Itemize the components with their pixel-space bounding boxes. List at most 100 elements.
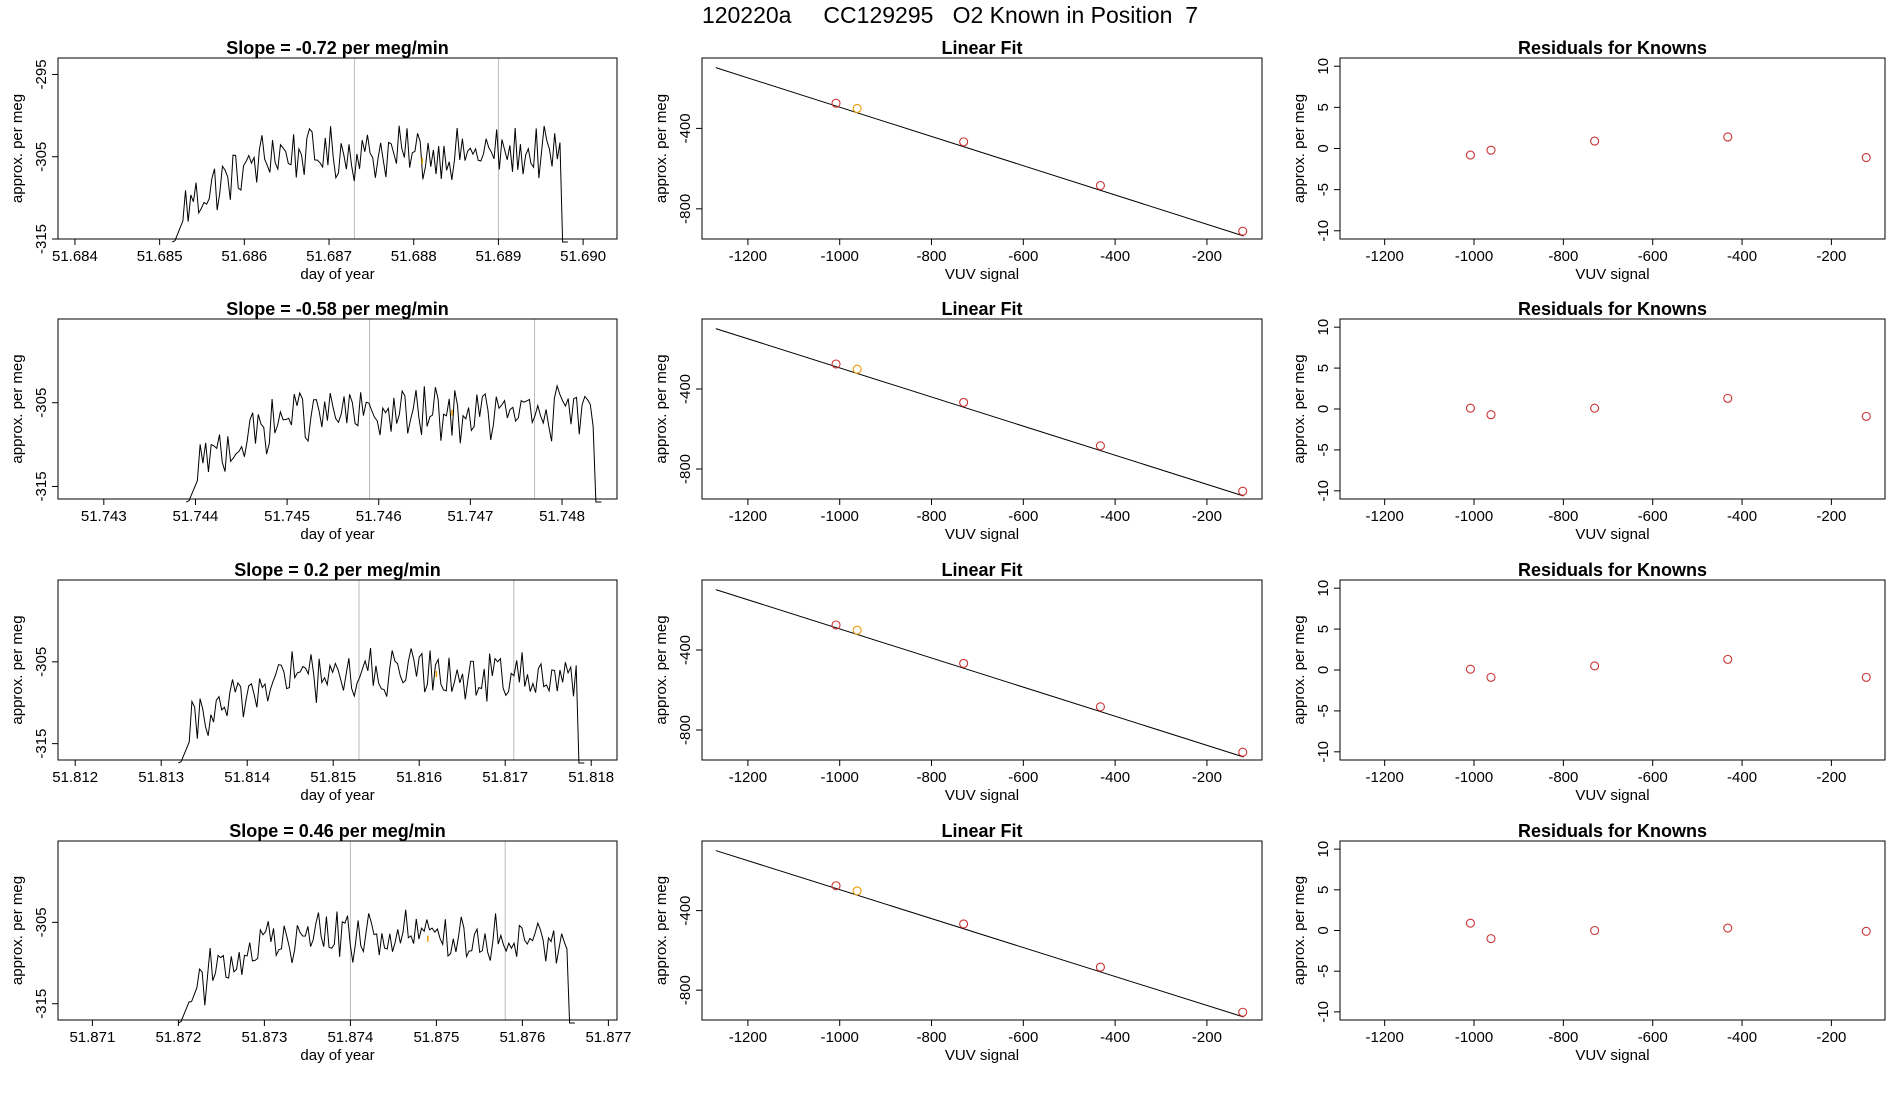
- y-tick-label: -315: [33, 989, 50, 1019]
- x-tick-label: -800: [1548, 1029, 1578, 1046]
- plot-frame: [701, 579, 1263, 761]
- plot-frame: [1339, 840, 1886, 1021]
- x-tick-label: -800: [916, 1029, 946, 1046]
- linear_fit-panel-row1: Linear Fit -1200 -1000 -800 -600 -400 -200 -400…: [653, 38, 1263, 283]
- x-tick-label: 51.818: [568, 769, 614, 786]
- panel-title: Linear Fit: [941, 38, 1022, 58]
- linear_fit-panel-row2: Linear Fit -1200 -1000 -800 -600 -400 -200 -400…: [653, 299, 1263, 543]
- x-tick-label: 51.873: [241, 1029, 287, 1046]
- y-tick-label: -400: [677, 635, 694, 665]
- data-point: [959, 397, 969, 407]
- x-tick-label: -800: [916, 248, 946, 265]
- residuals-panel-row3: Residuals for Knowns -1200 -1000 -800 -600 -4…: [1291, 560, 1886, 804]
- y-tick-label: 0: [1315, 666, 1332, 674]
- y-tick-label: 10: [1315, 319, 1332, 336]
- data-point: [1238, 1007, 1248, 1017]
- x-tick-label: -800: [916, 769, 946, 786]
- panel-title: Residuals for Knowns: [1518, 560, 1707, 580]
- x-tick-label: -1000: [821, 1029, 859, 1046]
- y-tick-label: -305: [33, 907, 50, 937]
- panel-title: Linear Fit: [941, 560, 1022, 580]
- x-tick-label: -400: [1727, 769, 1757, 786]
- fit-line: [715, 67, 1244, 237]
- x-tick-label: 51.877: [585, 1029, 631, 1046]
- data-point: [852, 625, 862, 635]
- x-tick-label: 51.685: [137, 248, 183, 265]
- x-axis-label: day of year: [300, 526, 374, 543]
- data-point: [1590, 925, 1600, 936]
- x-tick-label: 51.876: [499, 1029, 545, 1046]
- data-point: [852, 364, 862, 374]
- x-tick-label: -600: [1008, 508, 1038, 525]
- x-tick-label: 51.817: [482, 769, 528, 786]
- y-axis-label: approx. per meg: [653, 876, 670, 985]
- x-axis-label: VUV signal: [945, 787, 1019, 804]
- y-tick-label: -800: [677, 454, 694, 484]
- residuals-panel-row1: Residuals for Knowns -1200 -1000 -800 -600 -4…: [1291, 38, 1886, 283]
- x-tick-label: 51.748: [539, 508, 585, 525]
- x-tick-label: -1200: [1365, 769, 1403, 786]
- y-axis-label: approx. per meg: [653, 94, 670, 203]
- x-tick-label: -200: [1192, 248, 1222, 265]
- x-tick-label: 51.813: [138, 769, 184, 786]
- y-tick-label: -5: [1315, 965, 1332, 978]
- y-tick-label: -10: [1315, 741, 1332, 763]
- timeseries-panel-row1: Slope = -0.72 per meg/min 51.684 51.685 51.…: [9, 38, 618, 283]
- x-tick-label: -1200: [1365, 508, 1403, 525]
- panel-title: Linear Fit: [941, 299, 1022, 319]
- x-tick-label: 51.744: [173, 508, 219, 525]
- x-axis-label: VUV signal: [945, 1047, 1019, 1064]
- x-tick-label: -600: [1638, 248, 1668, 265]
- x-tick-label: 51.747: [447, 508, 493, 525]
- x-axis-label: VUV signal: [1575, 1047, 1649, 1064]
- data-point: [1723, 654, 1733, 664]
- timeseries-panel-row4: Slope = 0.46 per meg/min 51.871 51.872 51.8…: [9, 821, 631, 1064]
- y-tick-label: 0: [1315, 144, 1332, 152]
- data-point: [1465, 664, 1475, 674]
- y-axis-label: approx. per meg: [9, 876, 26, 985]
- y-axis-label: approx. per meg: [1291, 94, 1308, 203]
- data-point: [1095, 441, 1105, 451]
- y-axis-label: approx. per meg: [1291, 354, 1308, 463]
- x-tick-label: 51.690: [560, 248, 606, 265]
- data-point: [959, 919, 969, 929]
- y-tick-label: 0: [1315, 926, 1332, 934]
- x-axis-label: day of year: [300, 787, 374, 804]
- fit-line: [715, 328, 1244, 497]
- data-point: [1238, 747, 1248, 757]
- data-point: [1095, 962, 1105, 972]
- data-point: [1486, 934, 1496, 944]
- x-tick-label: -1000: [821, 248, 859, 265]
- data-point: [831, 359, 841, 369]
- residuals-panel-row4: Residuals for Knowns -1200 -1000 -800 -600 -4…: [1291, 821, 1886, 1064]
- x-tick-label: -400: [1100, 508, 1130, 525]
- x-tick-label: -1200: [1365, 1029, 1403, 1046]
- x-tick-label: -1000: [821, 508, 859, 525]
- x-tick-label: 51.872: [155, 1029, 201, 1046]
- y-tick-label: -305: [33, 388, 50, 418]
- panel-title: Residuals for Knowns: [1518, 299, 1707, 319]
- x-tick-label: -1000: [1455, 508, 1493, 525]
- data-point: [1465, 403, 1475, 413]
- y-tick-label: -315: [33, 224, 50, 254]
- x-tick-label: -200: [1192, 1029, 1222, 1046]
- data-point: [1238, 486, 1248, 496]
- data-point: [852, 103, 862, 114]
- data-point: [831, 98, 841, 108]
- x-axis-label: VUV signal: [1575, 266, 1649, 283]
- y-axis-label: approx. per meg: [9, 615, 26, 724]
- timeseries-panel-row3: Slope = 0.2 per meg/min 51.812 51.813 51.81…: [9, 560, 618, 804]
- data-point: [1861, 411, 1871, 421]
- data-point: [852, 886, 862, 896]
- data-point: [831, 881, 841, 891]
- x-tick-label: -1200: [729, 248, 767, 265]
- x-tick-label: 51.812: [52, 769, 98, 786]
- y-tick-label: 10: [1315, 841, 1332, 858]
- y-tick-label: 5: [1315, 364, 1332, 372]
- y-tick-label: -5: [1315, 704, 1332, 717]
- y-tick-label: -305: [33, 142, 50, 172]
- x-tick-label: -200: [1816, 248, 1846, 265]
- x-tick-label: -400: [1100, 1029, 1130, 1046]
- x-tick-label: 51.814: [224, 769, 270, 786]
- x-axis-label: VUV signal: [945, 526, 1019, 543]
